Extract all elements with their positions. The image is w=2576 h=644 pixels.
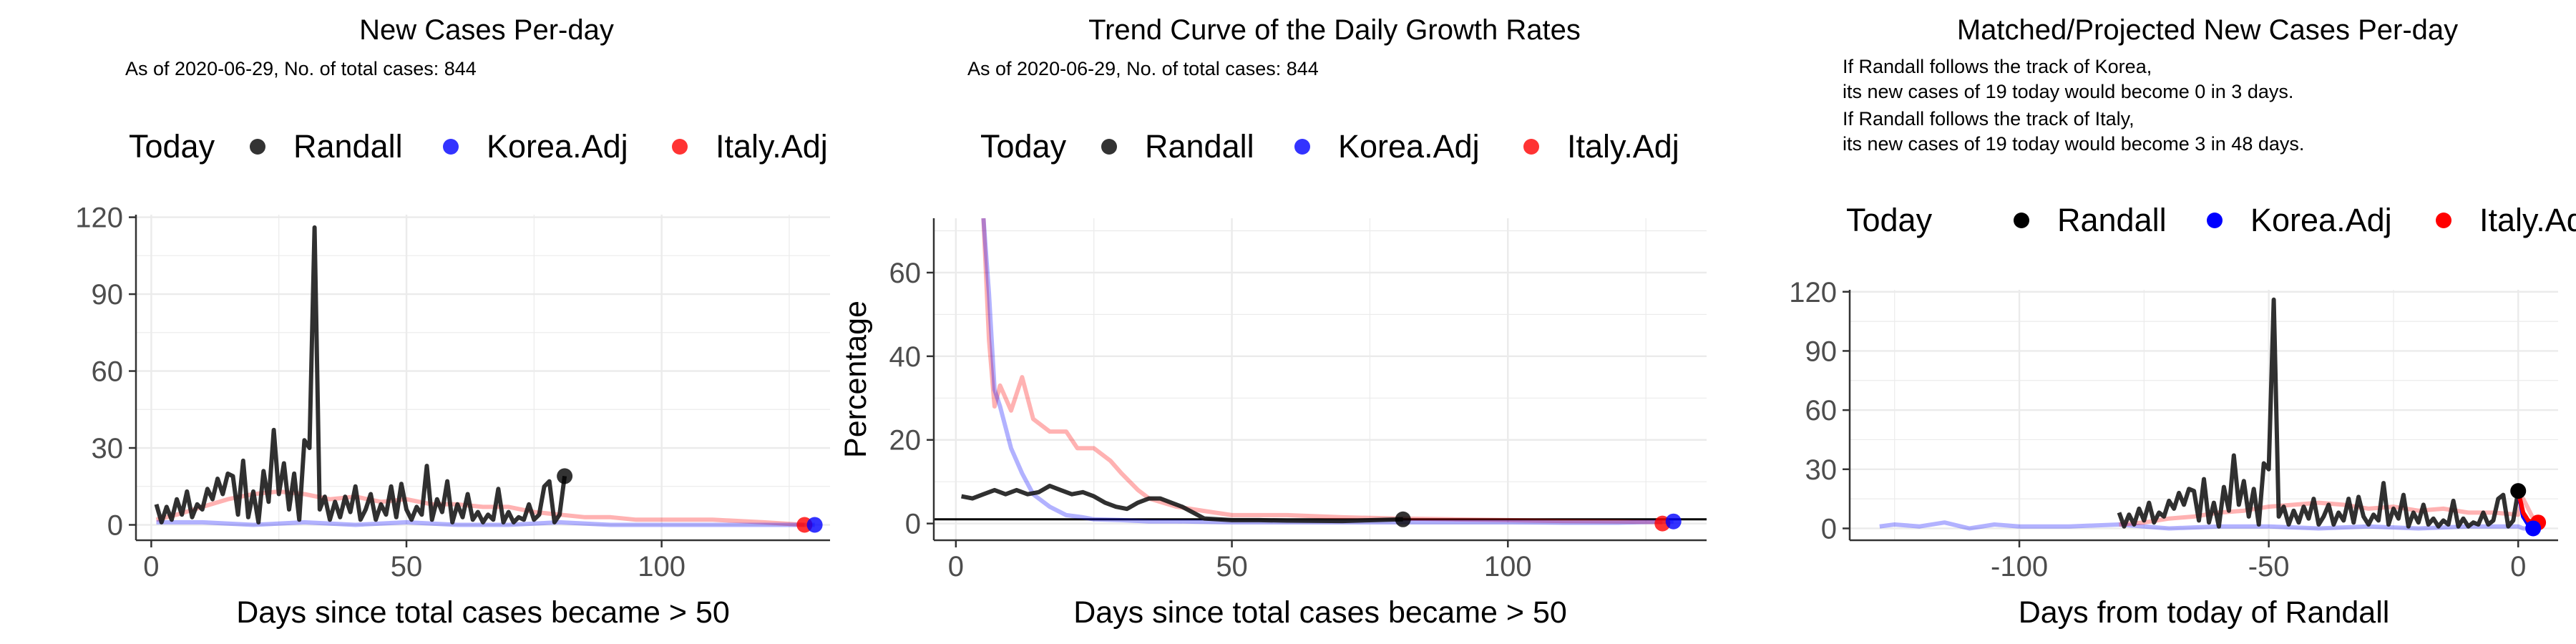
chart-subtitle: its new cases of 19 today would become 3… [1843, 133, 2304, 155]
legend-title: Today [1846, 202, 1933, 238]
chart-subtitle: If Randall follows the track of Italy, [1843, 108, 2135, 130]
axes: 0 30 60 90 120 -100 -50 0 Days from today of Ran… [1789, 277, 2558, 630]
x-axis-label: Days from today of Randall [2019, 595, 2390, 630]
series-group [961, 218, 1674, 525]
series-line-randall [154, 225, 567, 525]
y-tick-label: 60 [889, 258, 922, 289]
x-tick-label: 50 [1216, 551, 1248, 582]
today-point-randall [2510, 483, 2527, 499]
legend-key-italy-adj [2436, 213, 2451, 228]
legend-label-randall: Randall [293, 128, 403, 165]
chart-subtitle: As of 2020-06-29, No. of total cases: 84… [967, 58, 1319, 79]
legend-key-italy-adj [672, 139, 688, 155]
y-tick-label: 60 [1805, 395, 1838, 426]
x-tick-label: 0 [2510, 551, 2526, 582]
today-point-korea-adj [806, 517, 823, 533]
grid [1850, 290, 2558, 540]
x-tick-label: 50 [391, 551, 423, 582]
legend-label-randall: Randall [2057, 202, 2167, 238]
legend-label-randall: Randall [1145, 128, 1254, 165]
x-tick-label: 0 [948, 551, 964, 582]
axes: 0 20 40 60 0 50 100 Days since total cases beca… [839, 218, 1707, 630]
chart-subtitle: As of 2020-06-29, No. of total cases: 84… [125, 58, 477, 79]
y-tick-label: 120 [1789, 277, 1837, 308]
chart-panel-2: Trend Curve of the Daily Growth Rates As … [839, 14, 1707, 630]
grid [934, 218, 1707, 540]
legend-key-randall [250, 139, 265, 155]
y-tick-label: 20 [889, 425, 922, 457]
chart-panel-3: Matched/Projected New Cases Per-day If Ra… [1789, 14, 2576, 630]
x-tick-label: 100 [1484, 551, 1532, 582]
x-tick-label: -100 [1991, 551, 2048, 582]
y-tick-label: 0 [1821, 513, 1837, 545]
x-axis-label: Days since total cases became > 50 [236, 595, 730, 630]
x-axis-label: Days since total cases became > 50 [1073, 595, 1567, 630]
legend-title: Today [980, 128, 1067, 165]
x-tick-label: 0 [143, 551, 159, 582]
legend-key-italy-adj [1523, 139, 1539, 155]
x-tick-label: -50 [2248, 551, 2290, 582]
y-axis-label: Percentage [839, 301, 873, 458]
legend-label-korea-adj: Korea.Adj [487, 128, 628, 165]
chart-subtitle: its new cases of 19 today would become 0… [1843, 81, 2293, 102]
y-tick-label: 0 [107, 510, 123, 542]
series-line-randall [961, 484, 1403, 524]
today-point-korea-adj [2525, 520, 2542, 537]
series-line-korea-adj [156, 519, 815, 527]
legend-label-korea-adj: Korea.Adj [1338, 128, 1480, 165]
legend-label-italy-adj: Italy.Adj [716, 128, 828, 165]
y-tick-label: 90 [92, 279, 124, 311]
y-tick-label: 0 [905, 509, 921, 540]
today-point-korea-adj [1665, 513, 1682, 530]
legend-key-korea-adj [2207, 213, 2223, 228]
grid [136, 215, 830, 540]
legend-title: Today [129, 128, 215, 165]
y-tick-label: 90 [1805, 336, 1838, 367]
legend-key-randall [2014, 213, 2029, 228]
legend-label-korea-adj: Korea.Adj [2250, 202, 2392, 238]
y-tick-label: 30 [1805, 454, 1838, 486]
legend-key-randall [1101, 139, 1117, 155]
legend: Today Randall Korea.Adj Italy.Adj [980, 128, 1679, 165]
series-line-korea-adj [981, 218, 1674, 525]
legend-key-korea-adj [1294, 139, 1310, 155]
chart-subtitle: If Randall follows the track of Korea, [1843, 56, 2152, 77]
chart-title: Matched/Projected New Cases Per-day [1957, 14, 2458, 46]
today-point-randall [1395, 511, 1411, 527]
legend-label-italy-adj: Italy.Adj [1567, 128, 1679, 165]
series-group [1879, 297, 2544, 531]
series-group [154, 225, 815, 527]
legend: Today Randall Korea.Adj Italy.Adj [129, 128, 828, 165]
legend-label-italy-adj: Italy.Adj [2479, 202, 2576, 238]
series-line-italy-adj [981, 218, 1663, 525]
chart-panel-1: New Cases Per-day As of 2020-06-29, No. o… [75, 14, 830, 630]
x-tick-label: 100 [638, 551, 686, 582]
chart-title: New Cases Per-day [359, 14, 614, 46]
chart-title: Trend Curve of the Daily Growth Rates [1088, 14, 1581, 46]
today-point-randall [557, 468, 573, 484]
legend: Today Randall Korea.Adj Italy.Adj [1846, 202, 2576, 238]
y-tick-label: 60 [92, 356, 124, 388]
axes: 0 30 60 90 120 0 50 100 Days since total cases b… [75, 203, 830, 630]
legend-key-korea-adj [443, 139, 459, 155]
y-tick-label: 40 [889, 341, 922, 373]
series-line-randall [2117, 297, 2521, 529]
y-tick-label: 30 [92, 433, 124, 464]
y-tick-label: 120 [75, 203, 123, 234]
